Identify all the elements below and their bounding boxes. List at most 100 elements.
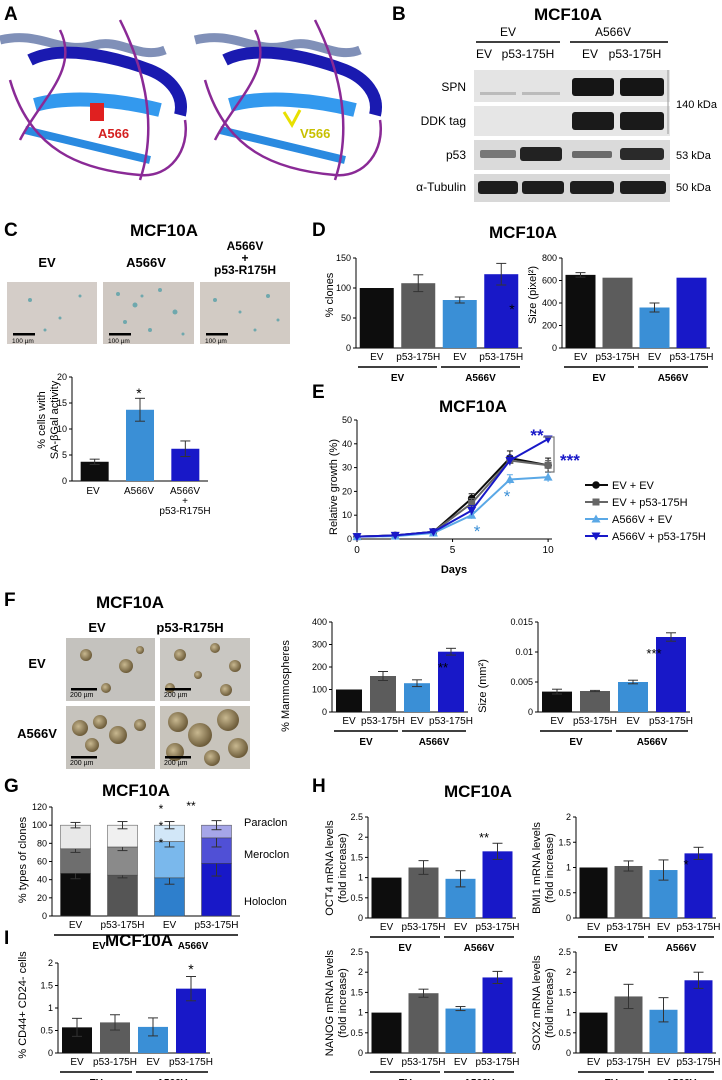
group-label: EV <box>89 1078 103 1080</box>
b-group-a566v: A566V <box>595 25 631 39</box>
y-tick-label: 2 <box>566 812 571 822</box>
x-tick-label: p53-175H <box>429 716 473 727</box>
y-tick-label: 120 <box>32 802 47 812</box>
y-tick-label: 300 <box>312 640 327 650</box>
c-star: * <box>136 385 142 401</box>
marker <box>467 506 477 515</box>
x-tick-label: p53-175H <box>396 352 440 363</box>
b-group-ev: EV <box>500 25 516 39</box>
chart-oct4: 0 0.5 1 1.5 2 2.5 EV p53-175H EV p53-175H EV A566V <box>350 812 519 954</box>
group-label: EV <box>592 373 606 384</box>
bar <box>370 676 396 712</box>
marker <box>592 481 600 489</box>
marker <box>543 472 553 481</box>
chart-clone-size: 0 200 400 600 800 EV p53-175H EV p53-175H EV A566V <box>542 253 713 384</box>
legend-label: A566V + EV <box>612 514 673 526</box>
f-scale-3: 200 µm <box>70 760 94 767</box>
y-tick-label: 2.5 <box>558 947 571 957</box>
f-ylabel-2: Size (mm²) <box>477 659 489 713</box>
y-tick-label: 1.5 <box>350 987 363 997</box>
c-img-label-p53: p53-R175H <box>214 263 276 277</box>
group-label: EV <box>359 737 373 748</box>
western-blot <box>474 70 670 202</box>
c-xlabel-4: p53-R175H <box>159 506 210 517</box>
title-h: MCF10A <box>444 782 512 801</box>
y-tick-label: 600 <box>542 276 557 286</box>
group-label: A566V <box>465 373 496 384</box>
x-tick-label: p53-175H <box>402 922 446 933</box>
g-ylabel: % types of clones <box>17 816 29 903</box>
bar <box>639 307 670 348</box>
y-tick-label: 15 <box>57 398 67 408</box>
bar <box>565 274 596 348</box>
label-v566: V566 <box>300 126 330 141</box>
f-row-ev: EV <box>28 656 46 671</box>
y-tick-label: 0 <box>347 534 352 544</box>
x-tick-label: 0 <box>354 545 360 556</box>
f-scale-4: 200 µm <box>164 760 188 767</box>
panel-letter-f: F <box>4 590 16 611</box>
marker <box>591 532 601 541</box>
stack-segment <box>107 874 138 917</box>
chart-cd44-cd24: 0 0.5 1 1.5 2 EV p53-175H EV p53-175H EV A566V <box>40 958 212 1080</box>
y-tick-label: 0 <box>358 913 363 923</box>
y-tick-label: 80 <box>37 838 47 848</box>
panel-letter-i: I <box>4 928 9 949</box>
marker <box>428 528 438 537</box>
group-label: A566V <box>666 1078 697 1080</box>
x-tick-label: EV <box>342 716 356 727</box>
x-tick-label: EV <box>648 352 662 363</box>
y-tick-label: 0 <box>346 343 351 353</box>
b-lane-4: p53-175H <box>609 47 662 61</box>
x-tick-label: p53-175H <box>101 920 145 931</box>
b-lane-1: EV <box>476 47 492 61</box>
x-tick-label: p53-175H <box>402 1057 446 1068</box>
c-xlabel-3: A566V <box>170 486 200 497</box>
y-tick-label: 10 <box>57 424 67 434</box>
f-col-p53: p53-R175H <box>156 620 223 635</box>
y-tick-label: 1.5 <box>350 852 363 862</box>
bar <box>401 283 436 348</box>
bar <box>336 689 362 712</box>
x-tick-label: EV <box>410 716 424 727</box>
f-micrographs <box>66 638 250 769</box>
group-label: EV <box>391 373 405 384</box>
panel-letter-d: D <box>312 220 326 241</box>
c-xlabel-2: A566V <box>124 486 154 497</box>
x-tick-label: EV <box>550 716 564 727</box>
marker <box>390 531 400 540</box>
y-tick-label: 0 <box>42 911 47 921</box>
b-kda-53: 53 kDa <box>676 150 712 162</box>
bar <box>442 300 477 348</box>
h-ylabel-nanog-1: NANOG mRNA levels <box>324 949 336 1056</box>
e-star-triple: *** <box>560 451 580 470</box>
y-tick-label: 0.5 <box>558 888 571 898</box>
chart-sox2: 0 0.5 1 1.5 2 2.5 EV p53-175H EV p53-175H EV A566V <box>558 947 720 1080</box>
b-row-p53: p53 <box>446 148 466 162</box>
legend-growth: EV + EV EV + p53-175H A566V + EV A566V + p5… <box>585 480 706 543</box>
bar <box>408 993 439 1053</box>
x-tick-label: EV <box>454 1057 468 1068</box>
e-star-blue: ** <box>530 426 544 445</box>
series-line <box>356 438 549 538</box>
bar <box>445 1008 476 1053</box>
marker <box>505 456 515 465</box>
x-tick-label: EV <box>370 352 384 363</box>
x-tick-label: EV <box>146 1057 160 1068</box>
y-tick-label: 400 <box>312 617 327 627</box>
y-tick-label: 1 <box>48 1003 53 1013</box>
y-tick-label: 10 <box>342 510 352 520</box>
x-tick-label: p53-175H <box>479 352 523 363</box>
x-tick-label: EV <box>587 922 601 933</box>
h-ylabel-bmi1-2: (fold increase) <box>544 833 556 903</box>
legend-label: EV + EV <box>612 480 655 492</box>
stack-segment <box>154 841 185 879</box>
x-tick-label: EV <box>163 920 177 931</box>
x-tick-label: EV <box>574 352 588 363</box>
h-ylabel-sox2-1: SOX2 mRNA levels <box>531 955 543 1051</box>
chart-clones: 0 50 100 150 EV p53-175H EV p53-175H EV A566V <box>336 253 523 384</box>
g-label-paraclon: Paraclon <box>244 817 287 829</box>
h-ylabel-nanog-2: (fold increase) <box>337 968 349 1038</box>
f-ylabel-1: % Mammospheres <box>280 640 292 732</box>
x-tick-label: 10 <box>543 545 555 556</box>
